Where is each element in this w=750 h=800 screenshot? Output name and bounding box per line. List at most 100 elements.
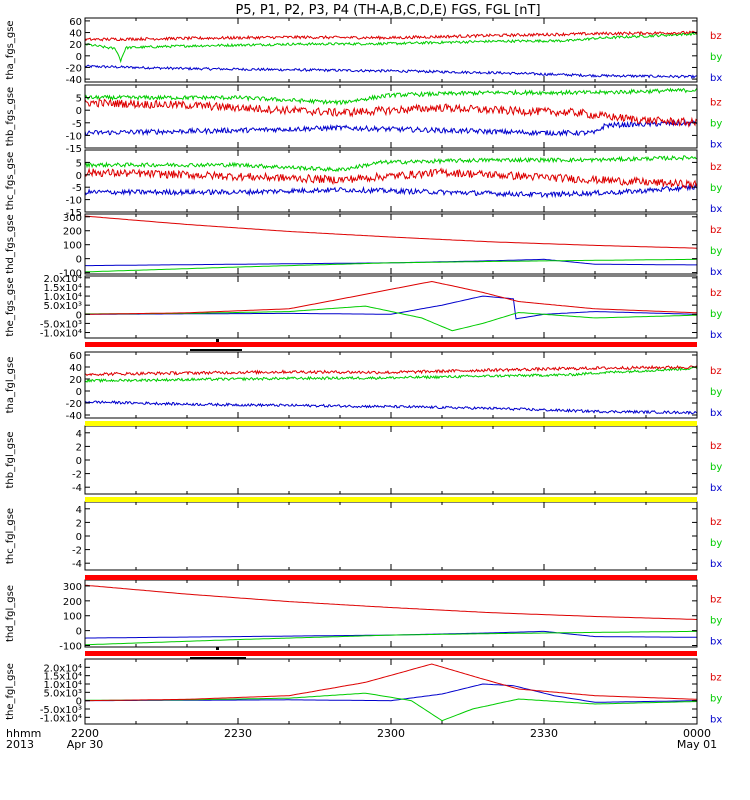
legend-by: by xyxy=(710,183,722,194)
y-tick-label: -10 xyxy=(66,196,82,207)
x-tick-label: 0000 xyxy=(683,727,711,740)
series-bz-line xyxy=(85,215,697,249)
x-tick-label: 2330 xyxy=(530,727,558,740)
series-group xyxy=(85,30,697,80)
series-by-line xyxy=(85,305,697,332)
y-tick-label: 5 xyxy=(76,94,82,105)
y-axis-label: the_fgs_gse xyxy=(5,277,16,336)
series-group xyxy=(85,215,697,273)
y-tick-label: -4 xyxy=(72,559,82,570)
legend-by: by xyxy=(710,52,722,63)
y-tick-label: 2.0x10⁴ xyxy=(43,663,82,674)
data-quality-flag-bar xyxy=(85,342,697,347)
series-group xyxy=(85,155,697,199)
series-bx-line xyxy=(85,64,697,80)
legend-bz: bz xyxy=(710,673,722,684)
series-bz-line xyxy=(85,364,697,377)
panel-frame xyxy=(84,501,698,571)
y-tick-label: 100 xyxy=(63,241,82,252)
y-tick-label: -5.0x10³ xyxy=(40,319,82,330)
series-group xyxy=(85,280,697,332)
series-group xyxy=(85,584,697,646)
y-tick-label: 300 xyxy=(63,213,82,224)
y-tick-label: 4 xyxy=(76,505,82,516)
y-tick-label: 0 xyxy=(76,697,82,708)
marker-bar xyxy=(190,657,246,659)
legend-by: by xyxy=(710,387,722,398)
series-by-line xyxy=(85,155,697,173)
legend-by: by xyxy=(710,616,722,627)
y-tick-label: 5.0x10³ xyxy=(43,688,82,699)
y-axis-label: thb_fgl_gse xyxy=(5,432,16,489)
y-axis-label: the_fgl_gse xyxy=(5,663,16,720)
legend-bx: bx xyxy=(710,559,722,570)
series-bx-line xyxy=(85,400,697,415)
y-tick-label: -10 xyxy=(66,131,82,142)
y-tick-label: 0 xyxy=(76,532,82,543)
legend-bz: bz xyxy=(710,595,722,606)
y-tick-label: 5.0x10³ xyxy=(43,301,82,312)
y-tick-label: 1.0x10⁴ xyxy=(43,680,82,691)
y-axis-label: thc_fgl_gse xyxy=(5,508,16,564)
panel-thd_fgl_gse: 300 200 100 0 -100 thd_fgl_gse bz by bx xyxy=(5,579,722,653)
y-tick-label: 1.5x10⁴ xyxy=(43,672,82,683)
series-by-line xyxy=(85,258,697,273)
panel-thd_fgs_gse: 300 200 100 0 -100 thd_fgs_gse bz by bx xyxy=(5,213,722,280)
legend-by: by xyxy=(710,119,722,130)
y-tick-label: -15 xyxy=(66,208,82,219)
y-tick-label: -1.0x10⁴ xyxy=(40,329,82,340)
panel-thc_fgs_gse: 5 0-5 -10-15 thc_fgs_gse bz by bx xyxy=(5,149,722,219)
panel-frame xyxy=(84,17,698,83)
x-corner-label-hhmm: hhmm xyxy=(6,727,41,740)
series-bx-line xyxy=(85,295,697,320)
panel-thb_fgs_gse: 50 -5-10 -15 thb_fgs_gse bz by bx xyxy=(5,84,722,155)
legend-bz: bz xyxy=(710,517,722,528)
series-group xyxy=(85,663,697,722)
legend-bz: bz xyxy=(710,225,722,236)
y-axis-label: thd_fgl_gse xyxy=(5,585,16,642)
y-tick-label: -2 xyxy=(72,470,82,481)
marker-dot xyxy=(216,647,219,650)
x-tick-label: 2300 xyxy=(377,727,405,740)
legend-bx: bx xyxy=(710,204,722,215)
y-axis-label: thc_fgs_gse xyxy=(5,152,16,211)
x-tick-date: Apr 30 xyxy=(67,738,104,751)
series-bz-line xyxy=(85,663,697,702)
series-bz-line xyxy=(85,98,697,128)
y-tick-label: -1.0x10⁴ xyxy=(40,713,82,724)
y-tick-label: -15 xyxy=(66,144,82,155)
y-tick-label: 40 xyxy=(69,29,82,40)
series-bz-line xyxy=(85,584,697,620)
y-tick-label: 0 xyxy=(76,52,82,63)
y-tick-label: 40 xyxy=(69,363,82,374)
y-tick-label: 60 xyxy=(69,351,82,362)
x-corner-label-year: 2013 xyxy=(6,738,34,751)
x-tick-label: 2230 xyxy=(224,727,252,740)
series-bz-line xyxy=(85,167,697,190)
y-tick-label: -40 xyxy=(66,75,82,86)
y-tick-label: 0 xyxy=(76,171,82,182)
y-tick-label: -4 xyxy=(72,483,82,494)
y-tick-label: 0 xyxy=(76,310,82,321)
y-tick-label: 60 xyxy=(69,17,82,28)
series-by-line xyxy=(85,87,697,106)
y-tick-label: 20 xyxy=(69,375,82,386)
data-quality-flag-bar xyxy=(85,651,697,656)
legend-bx: bx xyxy=(710,483,722,494)
y-tick-label: 2.0x10⁴ xyxy=(43,274,82,285)
legend-by: by xyxy=(710,246,722,257)
y-tick-label: 1.5x10⁴ xyxy=(43,283,82,294)
legend-bx: bx xyxy=(710,715,722,726)
data-quality-flag-bar xyxy=(85,575,697,580)
y-axis-label: tha_fgl_gse xyxy=(5,357,16,414)
marker-dot xyxy=(216,339,219,342)
legend-by: by xyxy=(710,694,722,705)
y-tick-label: 100 xyxy=(63,612,82,623)
series-by-line xyxy=(85,366,697,384)
legend-by: by xyxy=(710,538,722,549)
y-tick-label: -40 xyxy=(66,411,82,422)
legend-bx: bx xyxy=(710,408,722,419)
legend-bx: bx xyxy=(710,140,722,151)
